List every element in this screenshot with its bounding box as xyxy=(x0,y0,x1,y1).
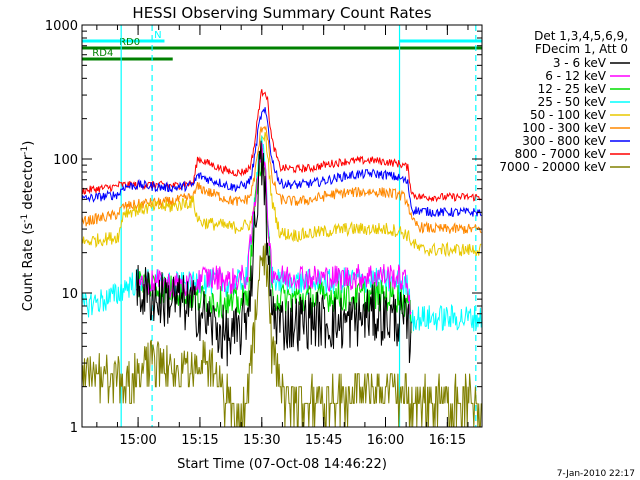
series-line xyxy=(135,142,412,315)
y-tick-label: 1000 xyxy=(45,19,78,34)
series-line xyxy=(81,107,482,218)
series-line xyxy=(81,243,482,428)
x-tick-label: 15:30 xyxy=(243,433,280,448)
x-tick-label: 15:45 xyxy=(305,433,342,448)
x-tick-label: 16:00 xyxy=(367,433,404,448)
y-tick-label: 10 xyxy=(61,287,78,302)
y-axis-label: Count Rate (s-1 detector-1) xyxy=(20,141,36,312)
legend-entry-label: 50 - 100 keV xyxy=(530,108,607,122)
legend-entry-label: 300 - 800 keV xyxy=(522,134,606,148)
x-tick-label: 15:15 xyxy=(181,433,218,448)
x-tick-label: 16:15 xyxy=(429,433,466,448)
legend-entry-label: 25 - 50 keV xyxy=(538,95,607,109)
legend-header-line-2: FDecim 1, Att 0 xyxy=(535,42,628,56)
y-tick-label: 100 xyxy=(53,153,78,168)
flag-bar-label: RD4 xyxy=(92,48,113,59)
flag-bars: N RD0 RD4 xyxy=(82,30,482,61)
series-line xyxy=(81,131,482,258)
y-axis-ticks: 1 10 100 1000 xyxy=(45,19,482,436)
legend-header-line-1: Det 1,3,4,5,6,9, xyxy=(534,29,628,43)
legend-entry-label: 800 - 7000 keV xyxy=(515,147,607,161)
flag-bar-label: RD0 xyxy=(119,37,140,48)
legend-entry-label: 100 - 300 keV xyxy=(522,121,606,135)
x-axis-ticks: 15:00 15:15 15:30 15:45 16:00 16:15 xyxy=(96,25,469,448)
footer-timestamp: 7-Jan-2010 22:17 xyxy=(557,469,635,479)
x-tick-label: 15:00 xyxy=(119,433,156,448)
legend-entry-label: 7000 - 20000 keV xyxy=(499,160,606,174)
legend-entry-label: 6 - 12 keV xyxy=(545,69,607,83)
chart-title: HESSI Observing Summary Count Rates xyxy=(132,4,431,22)
series-line xyxy=(135,140,412,367)
legend-entry-label: 12 - 25 keV xyxy=(538,82,607,96)
y-tick-label: 1 xyxy=(70,421,78,436)
series-line xyxy=(81,89,482,203)
legend: Det 1,3,4,5,6,9, FDecim 1, Att 0 3 - 6 k… xyxy=(499,29,630,174)
x-axis-label: Start Time (07-Oct-08 14:46:22) xyxy=(177,457,387,472)
flag-bar-label: N xyxy=(154,30,161,41)
data-series xyxy=(81,89,482,428)
legend-entry-label: 3 - 6 keV xyxy=(553,56,607,70)
